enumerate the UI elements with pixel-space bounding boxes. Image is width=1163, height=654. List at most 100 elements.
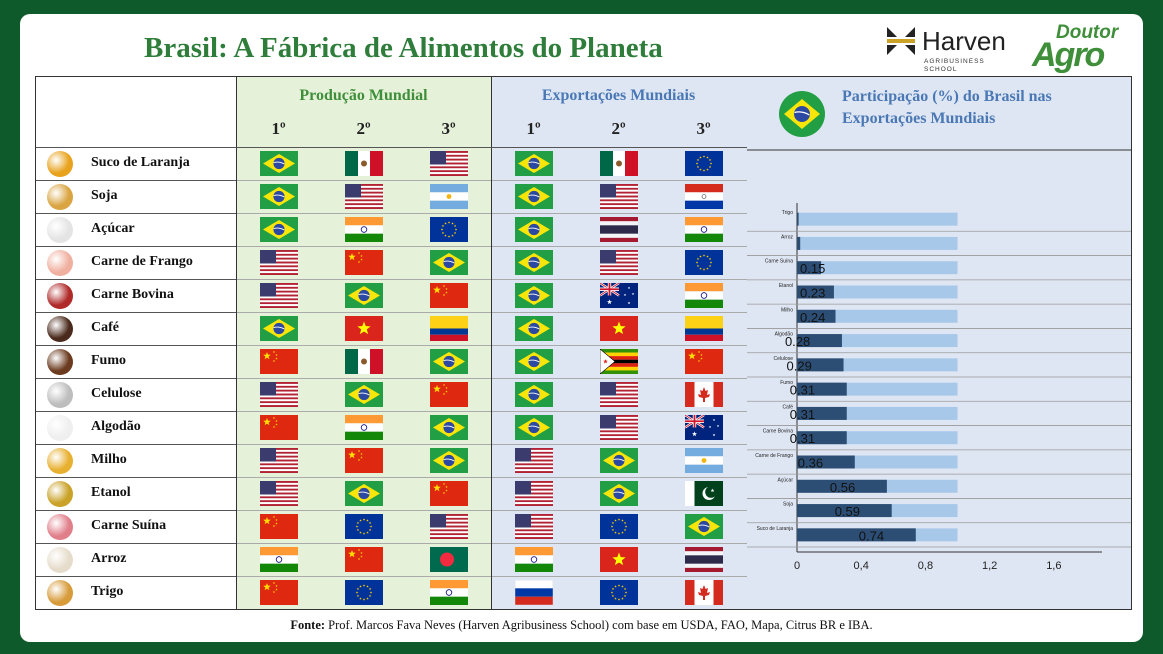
chart-category-label: Trigo	[782, 210, 793, 216]
production-header-bg	[236, 77, 491, 147]
harven-logo: Harven AGRIBUSINESS SCHOOL	[882, 20, 1022, 76]
china-flag-icon	[429, 481, 468, 506]
brazil-flag-icon	[514, 217, 553, 242]
brazil-flag-icon	[344, 382, 383, 407]
usa-flag-icon	[429, 514, 468, 539]
chart-background-bar	[797, 285, 958, 299]
product-name: Carne Bovina	[91, 287, 174, 302]
brazil-flag-icon	[599, 448, 638, 473]
product-icon	[47, 579, 73, 606]
usa-flag-icon	[599, 184, 638, 209]
eu-flag-icon	[599, 580, 638, 605]
vietnam-flag-icon	[599, 547, 638, 572]
usa-flag-icon	[344, 184, 383, 209]
product-name: Algodão	[91, 419, 141, 434]
chart-x-tick-label: 1,2	[982, 560, 997, 572]
usa-flag-icon	[259, 382, 298, 407]
chart-bar	[797, 479, 887, 493]
chart-data-label: 0.23	[800, 286, 825, 301]
eu-flag-icon	[429, 217, 468, 242]
chart-category-label: Carne Suína	[765, 259, 793, 265]
china-flag-icon	[259, 415, 298, 440]
production-rank-3: 3º	[441, 119, 456, 138]
usa-flag-icon	[429, 151, 468, 176]
chart-bar	[797, 212, 799, 226]
chart-data-label: 0.36	[798, 456, 823, 471]
india-flag-icon	[684, 283, 723, 308]
chart-category-label: Etanol	[779, 283, 793, 289]
chart-data-label: 0.28	[785, 334, 810, 349]
exports-header: Exportações Mundiais	[541, 87, 696, 104]
mexico-flag-icon	[599, 151, 638, 176]
brazil-flag-icon	[344, 481, 383, 506]
chart-bar	[797, 358, 844, 372]
footer-label: Fonte:	[290, 618, 326, 632]
chart-bar	[797, 261, 822, 275]
product-icon	[47, 315, 73, 342]
product-icon	[47, 480, 73, 507]
usa-flag-icon	[514, 448, 553, 473]
brazil-flag-icon	[429, 415, 468, 440]
chart-data-label: 0.59	[835, 504, 860, 519]
product-name: Soja	[91, 188, 118, 203]
russia-flag-icon	[514, 580, 553, 605]
product-icon	[47, 150, 73, 177]
chart-data-label: 0.74	[859, 528, 884, 543]
usa-flag-icon	[599, 250, 638, 275]
india-flag-icon	[514, 547, 553, 572]
china-flag-icon	[429, 382, 468, 407]
thailand-flag-icon	[684, 547, 723, 572]
usa-flag-icon	[599, 382, 638, 407]
brazil-flag-icon	[514, 151, 553, 176]
mexico-flag-icon	[344, 349, 383, 374]
paraguay-flag-icon	[684, 184, 723, 209]
exports-rank-2: 2º	[611, 119, 626, 138]
product-name: Celulose	[91, 386, 142, 401]
chart-background-bar	[797, 236, 958, 250]
brazil-flag-icon	[514, 415, 553, 440]
pakistan-flag-icon	[684, 481, 723, 506]
australia-flag-icon	[599, 283, 638, 308]
product-name: Arroz	[91, 551, 127, 566]
brazil-flag-icon	[514, 349, 553, 374]
argentina-flag-icon	[684, 448, 723, 473]
product-icon	[47, 183, 73, 210]
canada-flag-icon	[684, 580, 723, 605]
chart-category-label: Fumo	[780, 380, 793, 386]
brazil-flag-icon	[259, 184, 298, 209]
usa-flag-icon	[259, 250, 298, 275]
eu-flag-icon	[599, 514, 638, 539]
product-icon	[47, 216, 73, 243]
india-flag-icon	[684, 217, 723, 242]
eu-flag-icon	[344, 580, 383, 605]
china-flag-icon	[684, 349, 723, 374]
product-icon	[47, 414, 73, 441]
chart-x-tick-label: 0,4	[854, 560, 869, 572]
brazil-flag-icon	[429, 250, 468, 275]
exports-rank-1: 1º	[526, 119, 541, 138]
ranking-table: Produção Mundial Exportações Mundiais 1º…	[35, 76, 749, 610]
exports-rank-3: 3º	[696, 119, 711, 138]
india-flag-icon	[259, 547, 298, 572]
product-icon	[47, 447, 73, 474]
brazil-flag-icon	[429, 349, 468, 374]
chart-plot: Trigo Arroz Carne Suína 0.15 Etanol 0.23 Milho…	[747, 149, 1131, 572]
chart-bar	[797, 431, 847, 445]
product-name: Açúcar	[91, 221, 135, 236]
china-flag-icon	[259, 580, 298, 605]
usa-flag-icon	[259, 448, 298, 473]
production-header: Produção Mundial	[299, 87, 428, 104]
doutor-agro-logo-top: Doutor	[1056, 22, 1119, 43]
india-flag-icon	[344, 217, 383, 242]
brazil-flag-icon	[259, 151, 298, 176]
product-name: Carne Suína	[91, 518, 167, 533]
doutor-agro-logo-bottom: Agro	[1032, 36, 1105, 74]
chart-data-label: 0.24	[800, 310, 825, 325]
chart-brazil-flag-icon	[779, 91, 825, 137]
footer-text: Prof. Marcos Fava Neves (Harven Agribusi…	[325, 618, 873, 632]
colombia-flag-icon	[684, 316, 723, 341]
product-icon	[47, 282, 73, 309]
bangladesh-flag-icon	[429, 547, 468, 572]
harven-logo-icon	[887, 27, 915, 55]
eu-flag-icon	[684, 250, 723, 275]
